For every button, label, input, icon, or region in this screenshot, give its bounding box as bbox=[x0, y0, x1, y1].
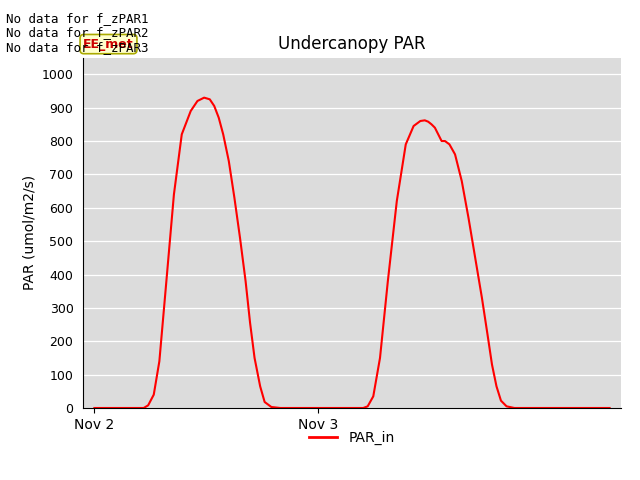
Text: No data for f_zPAR3: No data for f_zPAR3 bbox=[6, 41, 149, 54]
Text: No data for f_zPAR1: No data for f_zPAR1 bbox=[6, 12, 149, 25]
Text: No data for f_zPAR2: No data for f_zPAR2 bbox=[6, 26, 149, 39]
Y-axis label: PAR (umol/m2/s): PAR (umol/m2/s) bbox=[22, 175, 36, 290]
Title: Undercanopy PAR: Undercanopy PAR bbox=[278, 35, 426, 53]
Legend: PAR_in: PAR_in bbox=[304, 425, 400, 450]
Text: EE_met: EE_met bbox=[83, 37, 134, 50]
